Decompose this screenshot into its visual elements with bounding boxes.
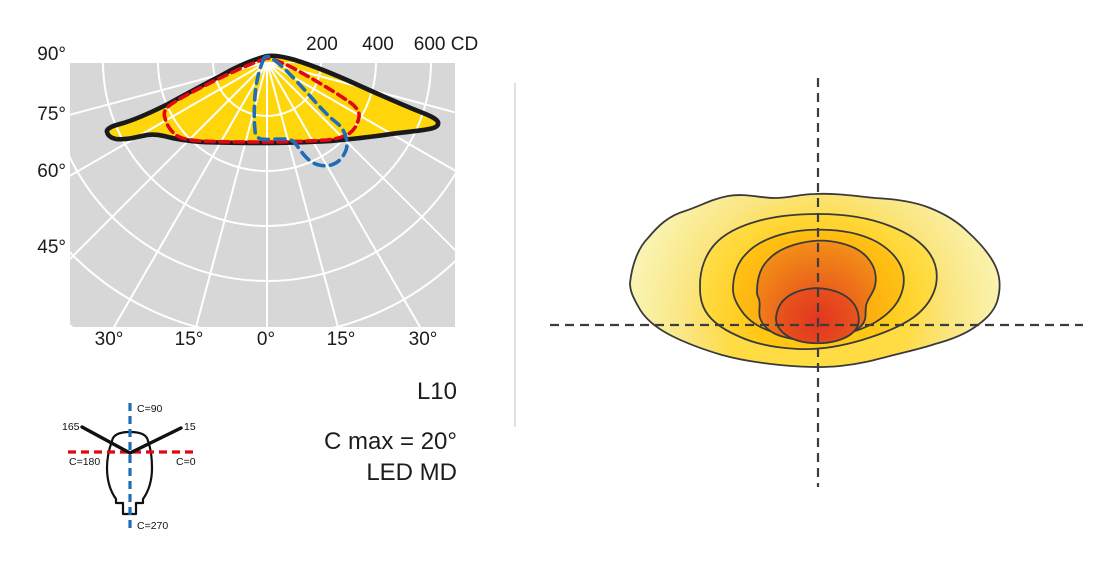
curve-red-plane-c0-c180 [162, 56, 361, 144]
model-label: L10 [416, 378, 457, 405]
polar-grid [70, 62, 455, 327]
angle-label-bottom-30r: 30° [408, 329, 438, 350]
angle-label-75: 75° [37, 104, 66, 125]
cd-label-600: 600 CD [413, 34, 479, 55]
isocandela-plot [550, 78, 1083, 487]
angle-label-90: 90° [37, 44, 66, 65]
plane-15-line [128, 426, 183, 455]
angle-label-bottom-15r: 15° [326, 329, 356, 350]
c180-label: C=180 [69, 456, 101, 468]
c0-label: C=0 [176, 456, 196, 468]
angle-label-bottom-30l: 30° [94, 329, 124, 350]
luminaire-cplane-icon [68, 403, 193, 530]
deg15-label: 15 [184, 421, 196, 433]
cmax-label: C max = 20° [324, 428, 457, 455]
source-label: LED MD [366, 459, 457, 486]
beam-fill-shape [106, 55, 439, 144]
polar-diagram [70, 53, 455, 327]
deg165-label: 165 [62, 421, 80, 433]
cd-label-200: 200 [306, 34, 338, 55]
angle-label-60: 60° [37, 161, 66, 182]
curve-black-plane-15-165 [104, 53, 441, 146]
curve-blue-plane-c90-c270 [252, 54, 349, 168]
angle-label-bottom-15l: 15° [174, 329, 204, 350]
section-divider [514, 83, 516, 427]
angle-label-bottom-0: 0° [256, 329, 276, 350]
plane-165-line [80, 425, 132, 455]
c90-label: C=90 [137, 403, 163, 415]
cd-label-400: 400 [362, 34, 394, 55]
angle-label-45: 45° [37, 237, 66, 258]
c270-label: C=270 [137, 520, 169, 532]
